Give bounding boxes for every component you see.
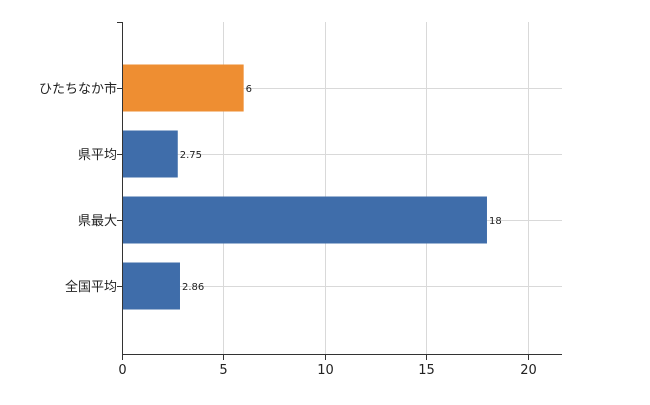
bar-2 [123,196,487,244]
bar-3 [123,262,180,310]
x-tick-label-4: 20 [520,363,537,378]
bars [123,64,487,310]
x-tick-label-2: 10 [317,363,334,378]
data-label-0: 6 [246,84,252,95]
x-tick-label-3: 15 [418,363,435,378]
category-label-3: 全国平均 [65,279,117,295]
axes: 0 5 10 15 20 [117,22,562,378]
category-label-0: ひたちなか市 [39,81,117,97]
category-label-2: 県最大 [78,214,117,229]
bar-1 [123,130,178,178]
x-tick-label-0: 0 [118,363,126,378]
bar-0 [123,64,244,112]
category-label-1: 県平均 [78,148,117,163]
data-label-2: 18 [489,216,502,227]
data-label-1: 2.75 [180,150,202,161]
data-labels: 6 ひたちなか市 2.75 県平均 18 県最大 2.86 全国平均 [39,81,502,295]
x-tick-label-1: 5 [219,363,227,378]
data-label-3: 2.86 [182,282,204,293]
